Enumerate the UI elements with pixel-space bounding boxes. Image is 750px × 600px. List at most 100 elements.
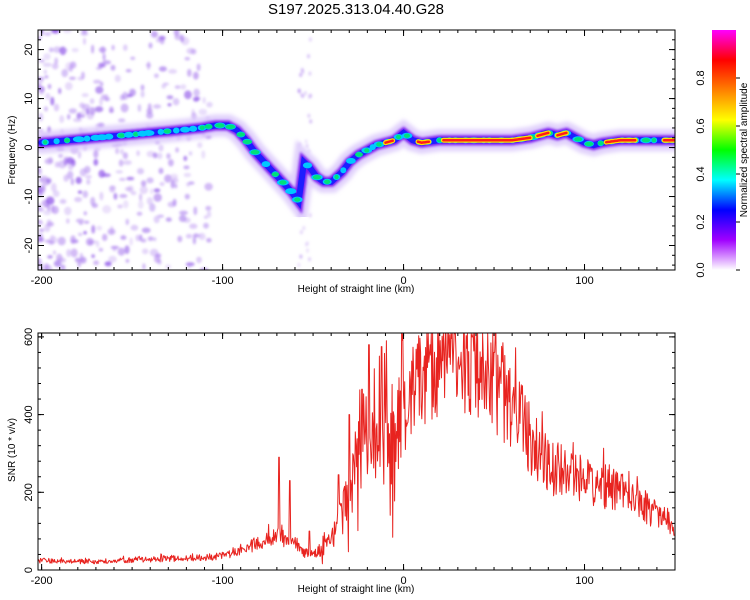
- speckle-mark: [42, 62, 52, 67]
- ridge-blob: [142, 130, 155, 136]
- colorbar-tick-label: 0.4: [695, 166, 707, 181]
- speckle-mark: [38, 236, 45, 243]
- ridge-core: [312, 175, 322, 180]
- speckle-mark: [111, 44, 115, 51]
- speckle-mark: [305, 241, 310, 246]
- speckle-mark: [152, 152, 158, 159]
- ridge-core: [395, 134, 402, 140]
- speckle-mark: [117, 204, 123, 209]
- speckle-mark: [47, 83, 52, 90]
- speckle-mark: [179, 210, 188, 215]
- speckle-mark: [38, 221, 44, 226]
- ridge-core: [225, 124, 236, 129]
- speckle-mark: [147, 236, 154, 241]
- ridge-core: [271, 172, 280, 177]
- colorbar-ticks: 0.0 0.2 0.4 0.6 0.8: [695, 70, 740, 278]
- ridge-core: [404, 133, 410, 138]
- speckle-mark: [86, 179, 91, 185]
- ridge-blob: [340, 167, 347, 174]
- speckle-mark: [147, 103, 152, 111]
- spectrogram-frame: [37, 29, 676, 271]
- speckle-mark: [153, 188, 161, 193]
- ridge-core: [376, 142, 382, 147]
- speckle-mark: [76, 112, 82, 120]
- speckle-mark: [91, 224, 96, 234]
- speckle-mark: [43, 69, 47, 75]
- speckle-mark: [38, 207, 45, 212]
- y-tick-label: 600: [23, 328, 35, 346]
- speckle-mark: [164, 174, 172, 183]
- speckle-mark: [154, 73, 159, 79]
- speckle-mark: [108, 255, 117, 263]
- speckle-mark: [44, 32, 52, 36]
- speckle-mark: [142, 263, 146, 270]
- ridge-peak-band: [556, 131, 568, 137]
- speckle-mark: [157, 214, 164, 218]
- speckle-mark: [102, 53, 106, 61]
- ridge-peak-band: [384, 139, 394, 144]
- ridge-blob: [302, 162, 313, 169]
- speckle-mark: [80, 114, 85, 118]
- speckle-mark: [53, 103, 60, 112]
- ridge-peak-band: [536, 131, 550, 138]
- speckle-mark: [140, 180, 147, 187]
- speckle-mark: [203, 222, 209, 229]
- speckle-mark: [123, 44, 128, 51]
- speckle-mark: [305, 248, 310, 253]
- speckle-mark: [91, 254, 95, 258]
- speckle-mark: [168, 159, 174, 167]
- snr-y-axis-label: SNR (10 * v/v): [7, 418, 18, 482]
- speckle-mark: [157, 259, 162, 265]
- snr-panel: -200 -100 0 100 0 200 400 600 Height of straigh…: [7, 328, 676, 595]
- speckle-mark: [109, 106, 114, 113]
- speckle-mark: [146, 112, 154, 119]
- x-tick-label: -200: [31, 275, 53, 287]
- speckle-mark: [173, 30, 180, 37]
- speckle-mark: [95, 66, 102, 70]
- speckle-mark: [93, 79, 102, 84]
- speckle-mark: [306, 54, 311, 59]
- speckle-mark: [90, 196, 96, 206]
- speckle-mark: [48, 236, 58, 244]
- speckle-mark: [98, 247, 104, 252]
- speckle-mark: [85, 175, 92, 179]
- speckle-mark: [119, 194, 128, 198]
- ridge-core: [641, 138, 651, 143]
- speckle-mark: [99, 81, 104, 87]
- speckle-mark: [146, 197, 153, 205]
- ridge-blob: [83, 135, 91, 142]
- speckle-mark: [38, 112, 44, 122]
- speckle-mark: [99, 191, 104, 201]
- x-tick-label: 100: [575, 275, 593, 287]
- speckle-mark: [43, 210, 52, 216]
- speckle-mark: [136, 211, 143, 216]
- ridge-core: [43, 140, 48, 145]
- ridge-peak-band: [442, 136, 532, 142]
- ridge-core: [324, 179, 331, 184]
- speckle-mark: [202, 97, 206, 104]
- speckle-mark: [67, 162, 74, 171]
- speckle-mark: [300, 67, 304, 73]
- ridge-blob: [285, 188, 297, 195]
- speckle-mark: [175, 147, 180, 153]
- speckle-mark: [120, 103, 129, 113]
- speckle-mark: [99, 97, 103, 106]
- speckle-mark: [71, 48, 79, 53]
- speckle-mark: [52, 62, 59, 70]
- x-tick-label: -200: [31, 575, 53, 587]
- speckle-mark: [188, 181, 195, 185]
- speckle-mark: [192, 236, 197, 245]
- speckle-mark: [98, 169, 106, 178]
- speckle-mark: [148, 42, 153, 49]
- x-tick-label: 100: [575, 575, 593, 587]
- ridge-core: [436, 138, 443, 143]
- speckle-mark: [166, 153, 171, 160]
- speckle-mark: [123, 200, 129, 209]
- speckle-mark: [119, 148, 124, 155]
- speckle-mark: [126, 176, 135, 181]
- speckle-mark: [102, 233, 108, 241]
- speckle-mark: [187, 68, 192, 77]
- speckle-mark: [78, 221, 84, 225]
- speckle-mark: [177, 235, 183, 243]
- speckle-mark: [70, 235, 76, 245]
